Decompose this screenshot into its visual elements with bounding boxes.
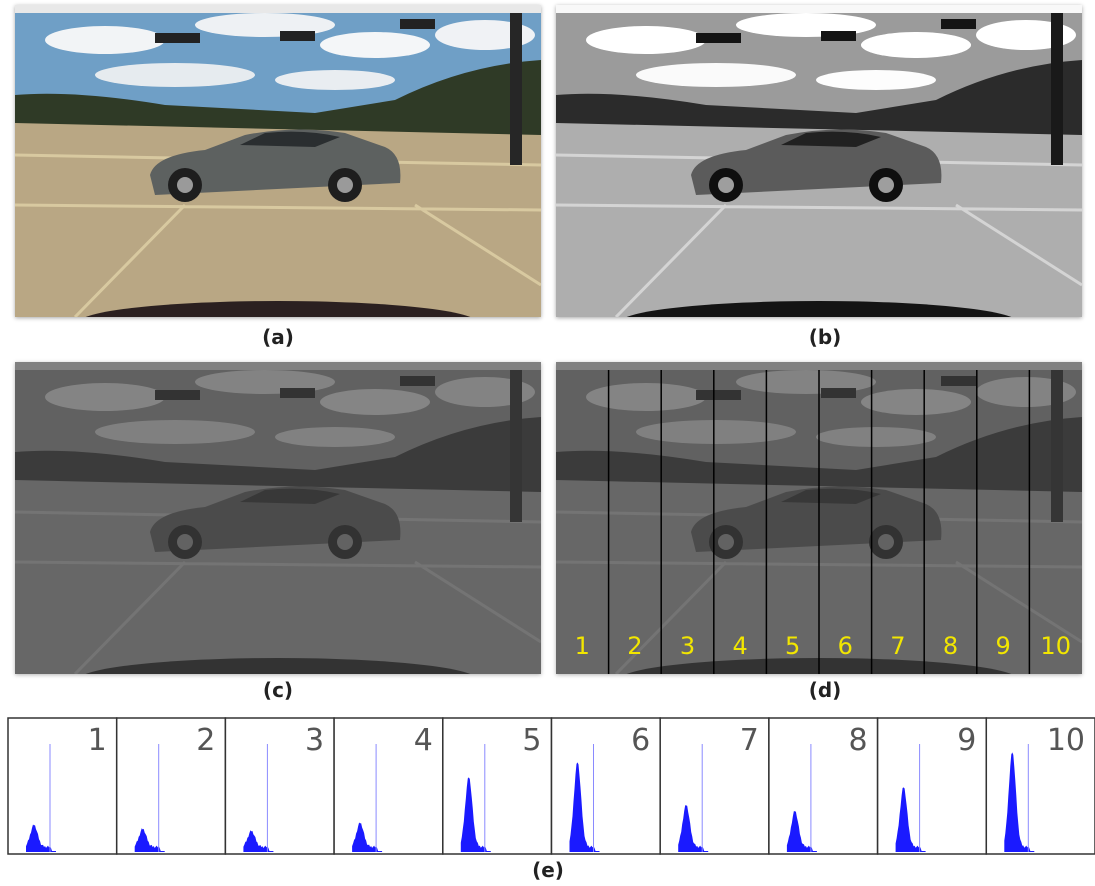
caption: (e) (532, 858, 564, 882)
histogram-number: 8 (849, 723, 868, 758)
segment-number: 7 (890, 632, 905, 660)
segment-number: 8 (943, 632, 958, 660)
histogram-number: 4 (414, 723, 433, 758)
segment-number: 3 (680, 632, 695, 660)
segment-overlay: 1 2 3 4 5 6 7 8 9 10 (556, 362, 1082, 674)
histogram-number: 2 (196, 723, 215, 758)
segment-number: 5 (785, 632, 800, 660)
caption: (c) (263, 678, 293, 702)
histogram-number: 9 (957, 723, 976, 758)
histogram-strip: 1 2 3 4 5 6 7 8 9 10 (0, 714, 1095, 856)
histogram-number: 10 (1047, 723, 1085, 758)
segment-number: 2 (627, 632, 642, 660)
photo-scaled (15, 362, 541, 674)
photo-original (15, 5, 541, 317)
histogram-number: 5 (522, 723, 541, 758)
figure: 12345678910 (a) (b) (c) (d) 12345678910 … (0, 0, 1095, 886)
caption: (d) (809, 678, 842, 702)
histogram-number: 7 (740, 723, 759, 758)
histogram-number: 3 (305, 723, 324, 758)
histogram-number: 6 (631, 723, 650, 758)
segment-number: 1 (575, 632, 590, 660)
caption: (b) (809, 325, 842, 349)
segment-number: 9 (995, 632, 1010, 660)
segment-number: 4 (732, 632, 747, 660)
segment-number: 10 (1040, 632, 1071, 660)
segment-number: 6 (838, 632, 853, 660)
photo-gray (556, 5, 1082, 317)
histogram-number: 1 (88, 723, 107, 758)
caption: (a) (262, 325, 294, 349)
